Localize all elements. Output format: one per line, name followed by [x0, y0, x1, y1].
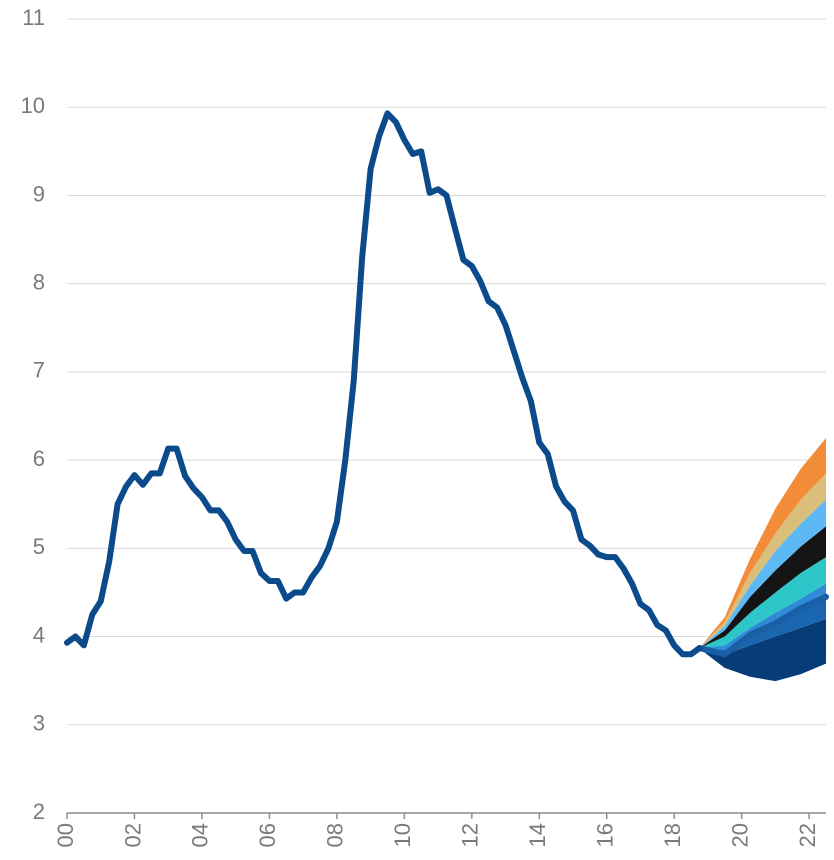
line — [64, 110, 703, 658]
fan-band — [699, 526, 826, 649]
y-tick-label: 6 — [33, 446, 45, 471]
x-tick-label: 04 — [188, 823, 213, 847]
fan-band — [699, 618, 826, 681]
fan-lower — [699, 647, 827, 682]
x-tick-label: 20 — [727, 823, 752, 847]
x-tick-label: 02 — [120, 823, 145, 847]
fan-band — [699, 473, 826, 649]
y-tick-label: 2 — [33, 799, 45, 824]
central-projection — [696, 593, 829, 658]
y-tick-label: 10 — [21, 93, 45, 118]
y-tick-label: 4 — [33, 622, 45, 647]
y-tick-label: 7 — [33, 358, 45, 383]
y-tick-label: 5 — [33, 534, 45, 559]
x-tick-label: 12 — [458, 823, 483, 847]
y-tick-label: 3 — [33, 711, 45, 736]
x-tick-label: 16 — [593, 823, 618, 847]
y-tick-label: 9 — [33, 181, 45, 206]
x-tick-label: 00 — [53, 823, 78, 847]
x-tick-label: 18 — [660, 823, 685, 847]
fan-band — [699, 592, 826, 655]
x-tick-label: 14 — [525, 823, 550, 847]
fan-band — [699, 557, 826, 649]
fan-band — [699, 438, 826, 649]
x-tick-label: 08 — [323, 823, 348, 847]
y-tick-label: 11 — [22, 5, 45, 30]
x-tick-label: 22 — [795, 823, 820, 847]
y-tick-label: 8 — [33, 269, 45, 294]
x-tick-label: 06 — [255, 823, 280, 847]
x-tick-label: 10 — [390, 823, 415, 847]
fan-band — [699, 499, 826, 649]
